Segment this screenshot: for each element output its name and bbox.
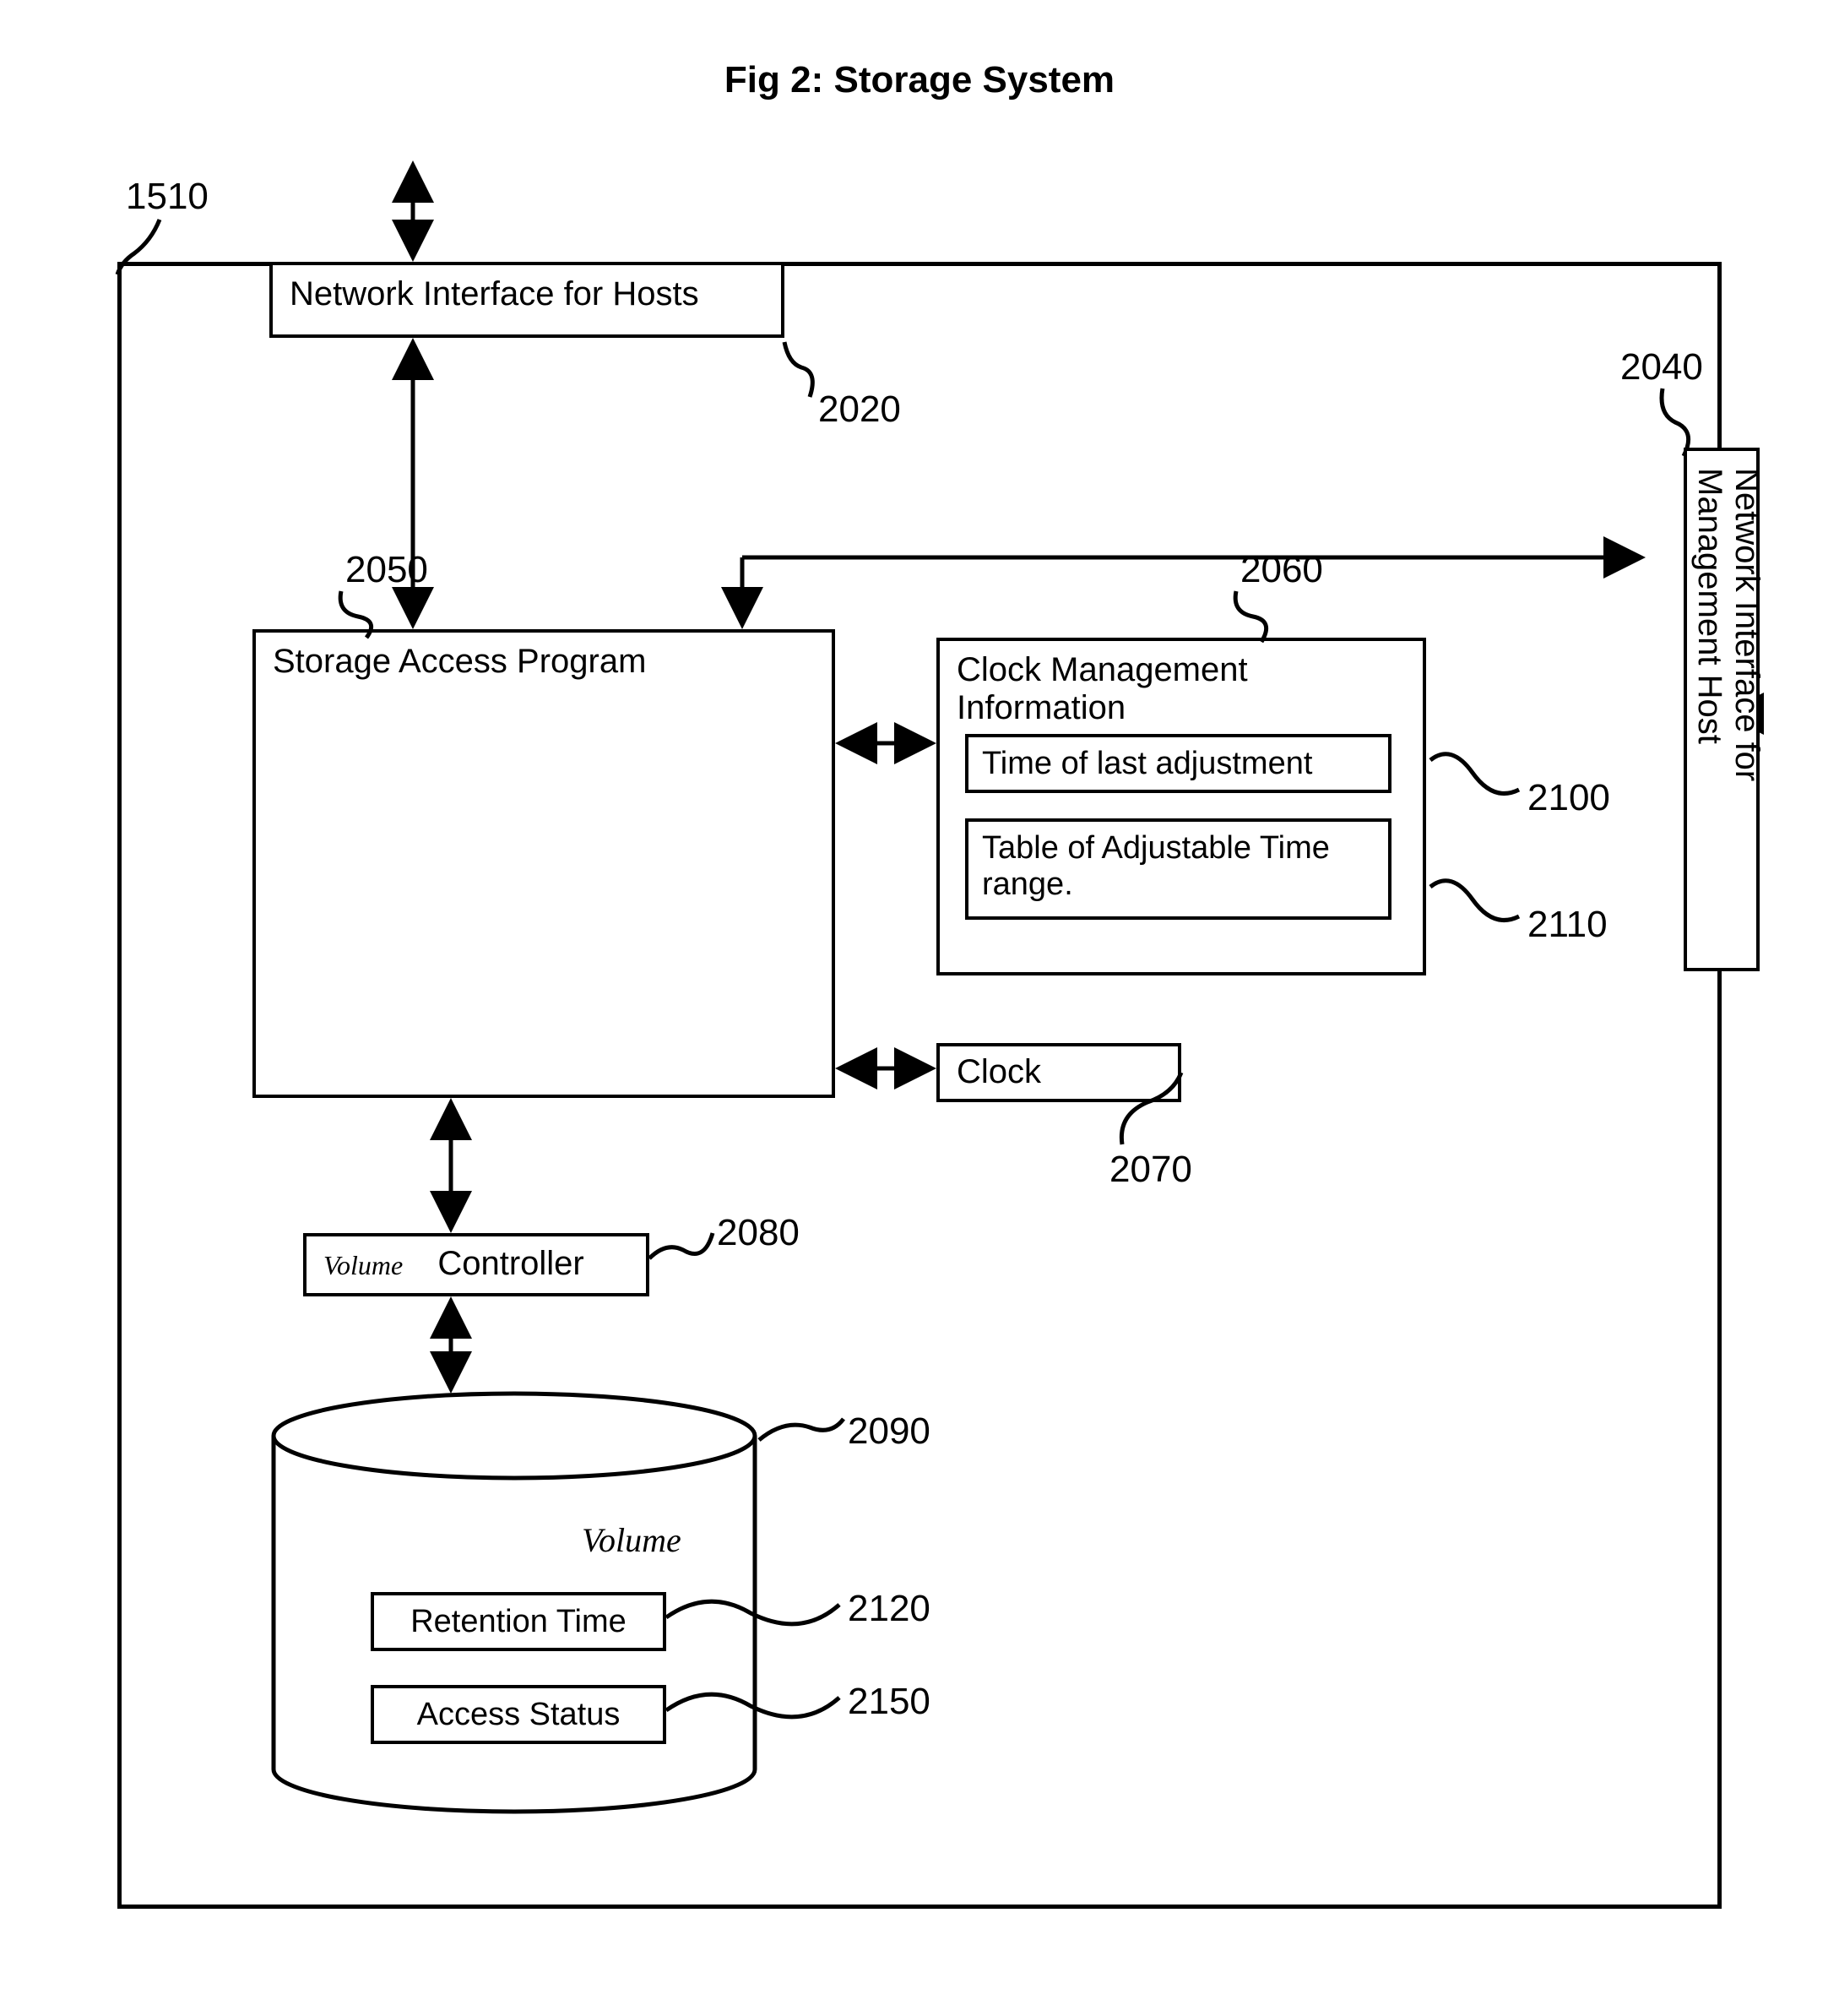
ref-2040: 2040 xyxy=(1620,346,1703,389)
ref-2110: 2110 xyxy=(1527,904,1608,946)
nif-mgmt-label: Network Interface for Management Host xyxy=(1691,468,1766,958)
table-adj-box: Table of Adjustable Time range. xyxy=(965,818,1391,920)
controller-label: Controller xyxy=(437,1245,583,1282)
ref-2050: 2050 xyxy=(345,549,428,591)
nif-mgmt-box: Network Interface for Management Host xyxy=(1684,448,1760,971)
diagram-container: Network Interface for Hosts Network Inte… xyxy=(75,152,1764,1926)
ref-2120: 2120 xyxy=(848,1588,930,1630)
storage-access-label: Storage Access Program xyxy=(273,643,646,680)
figure-title: Fig 2: Storage System xyxy=(34,59,1805,101)
ref-2080: 2080 xyxy=(717,1212,800,1254)
clock-mgmt-box: Clock Management Information Time of las… xyxy=(936,638,1426,975)
ref-2070: 2070 xyxy=(1109,1149,1192,1191)
ref-2020: 2020 xyxy=(818,389,901,431)
ref-2060: 2060 xyxy=(1240,549,1323,591)
ref-2090: 2090 xyxy=(848,1410,930,1453)
volume-annot: Volume xyxy=(582,1520,681,1560)
ref-1510: 1510 xyxy=(126,176,209,218)
time-last-label: Time of last adjustment xyxy=(982,746,1312,781)
storage-access-box: Storage Access Program xyxy=(252,629,835,1098)
storage-cylinder: Volume Retention Time Access Status xyxy=(269,1389,759,1812)
clock-label: Clock xyxy=(957,1053,1041,1090)
ref-2150: 2150 xyxy=(848,1681,930,1723)
nif-hosts-label: Network Interface for Hosts xyxy=(290,275,699,312)
controller-box: Volume Controller xyxy=(303,1233,649,1296)
nif-hosts-box: Network Interface for Hosts xyxy=(269,262,784,338)
time-last-box: Time of last adjustment xyxy=(965,734,1391,793)
access-status-box: Access Status xyxy=(371,1685,666,1744)
ref-2100: 2100 xyxy=(1527,777,1610,819)
retention-box: Retention Time xyxy=(371,1592,666,1651)
controller-prefix: Volume xyxy=(323,1250,403,1280)
access-status-label: Access Status xyxy=(417,1697,621,1732)
clock-box: Clock xyxy=(936,1043,1181,1102)
clock-mgmt-label: Clock Management Information xyxy=(957,651,1248,726)
retention-label: Retention Time xyxy=(410,1604,627,1639)
table-adj-label: Table of Adjustable Time range. xyxy=(982,830,1330,902)
